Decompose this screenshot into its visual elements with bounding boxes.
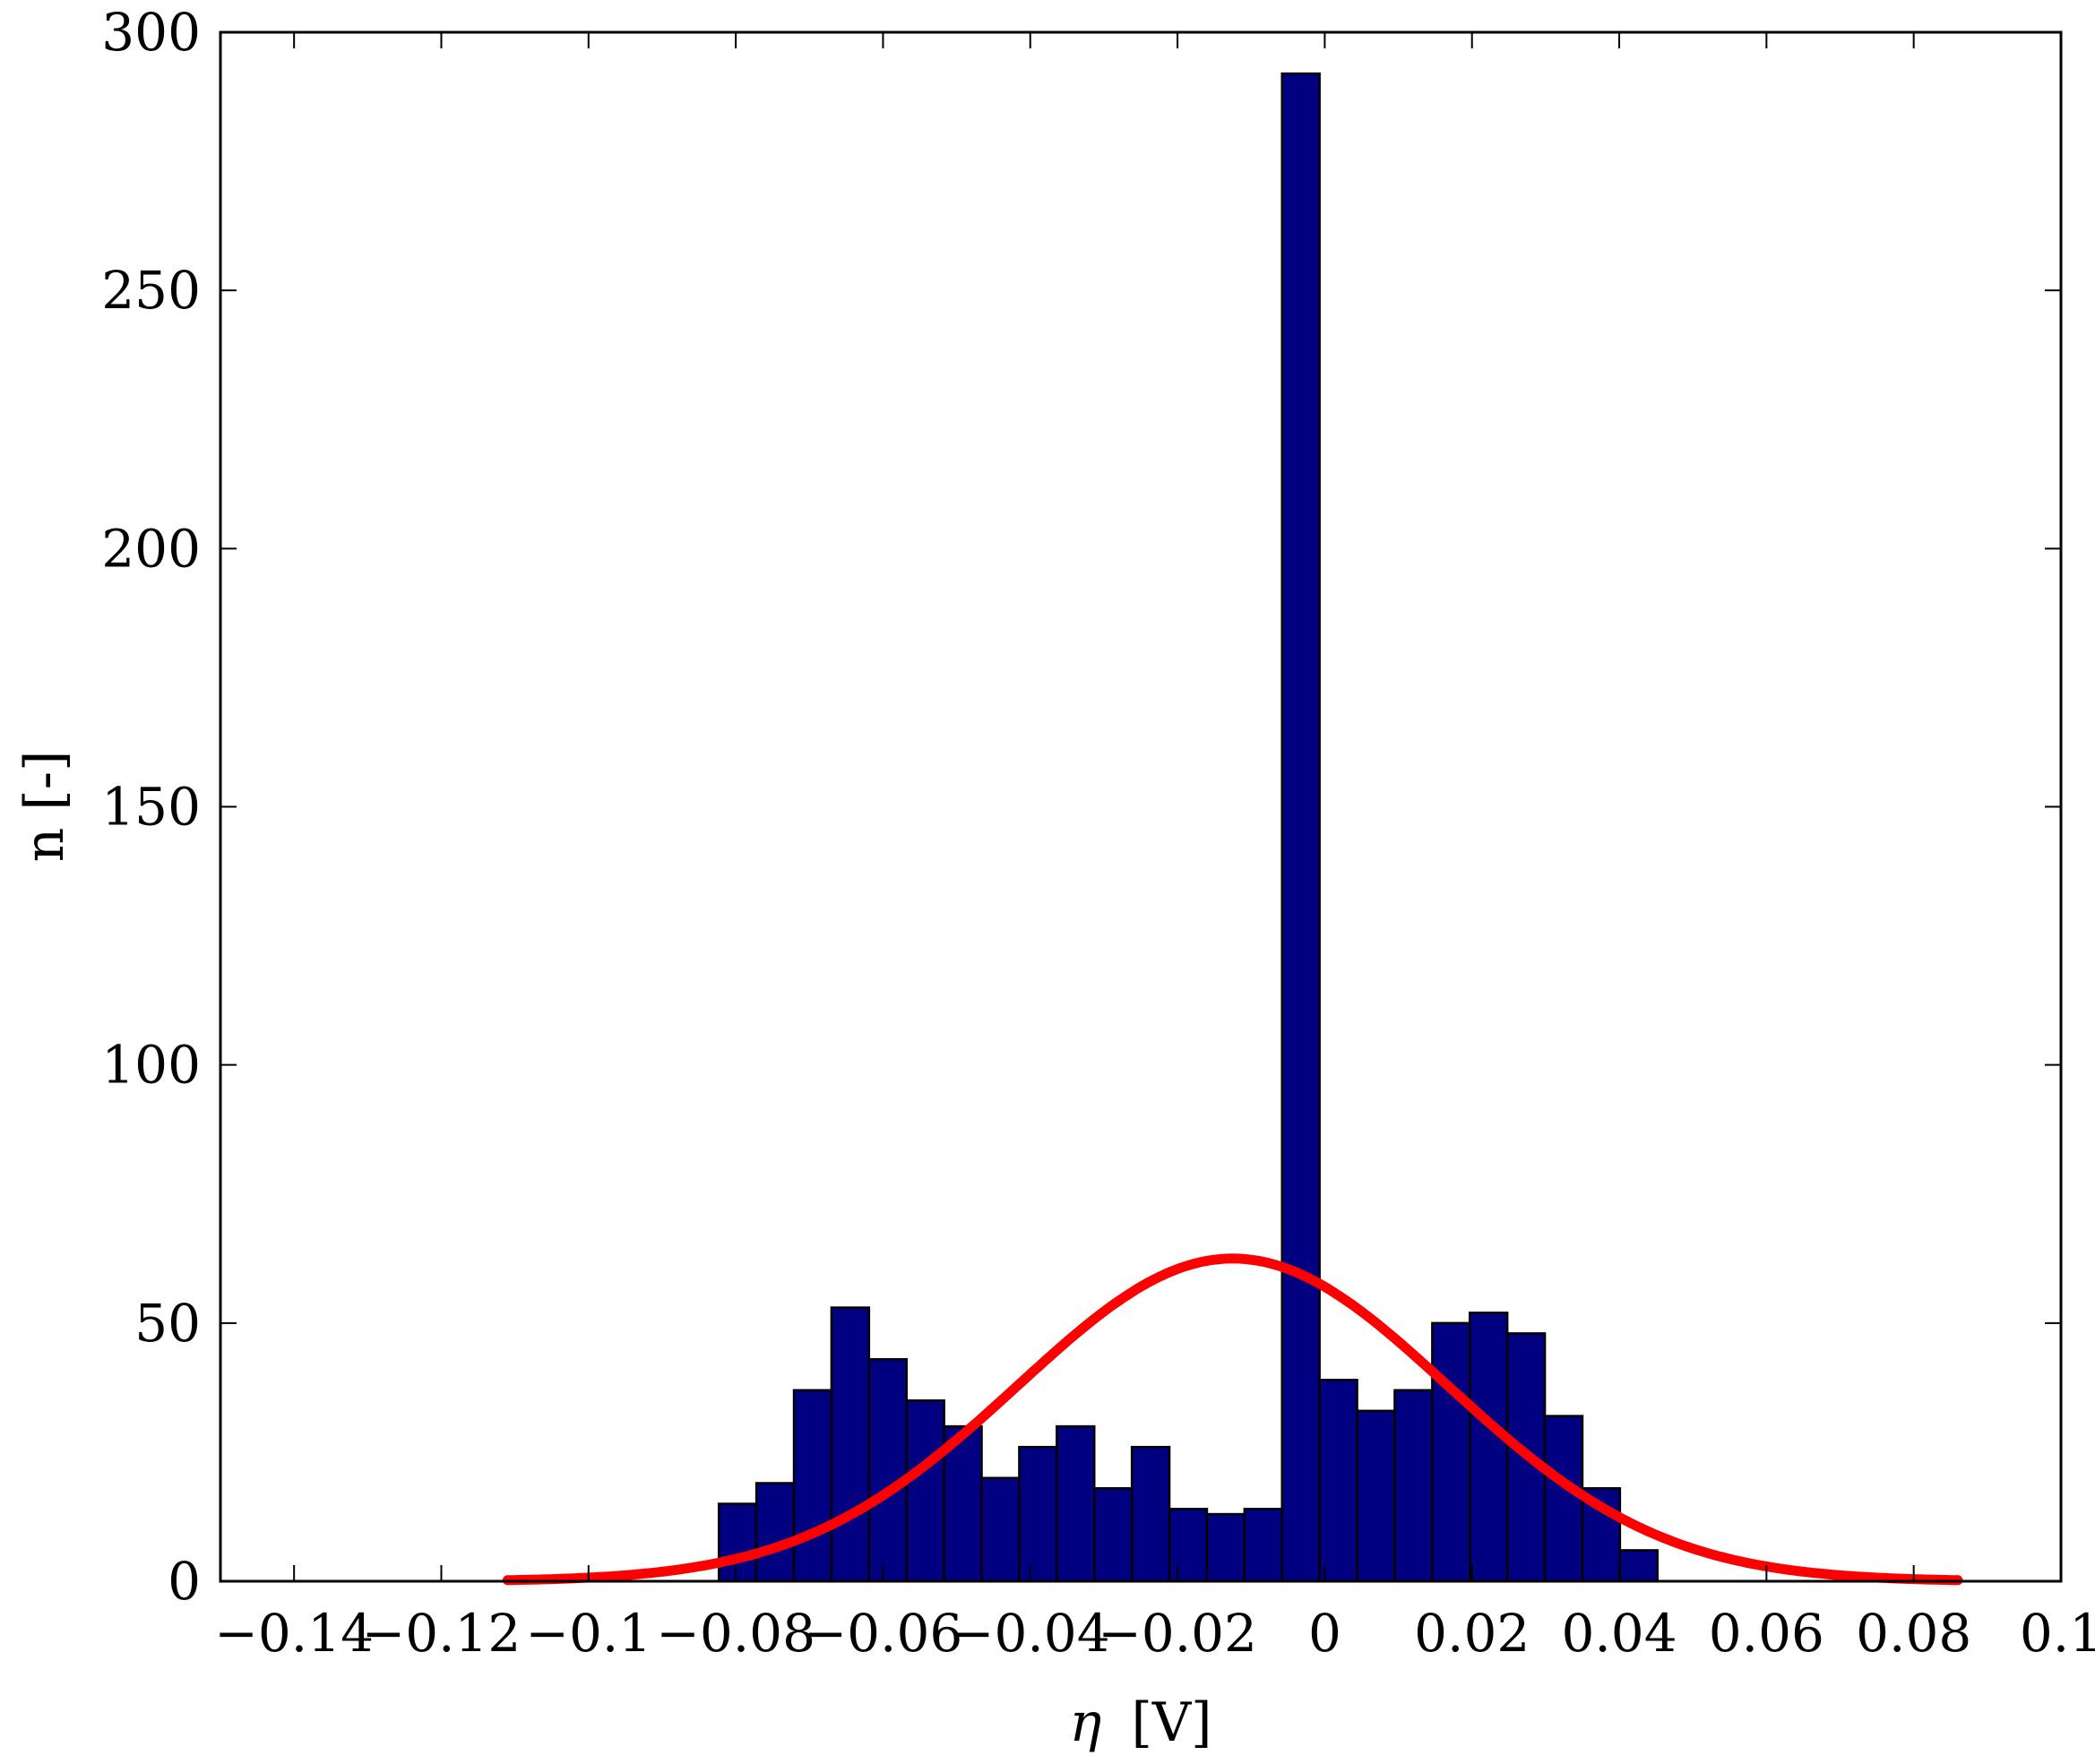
histogram-bar — [717, 1502, 758, 1583]
y-tick-label: 0 — [168, 1551, 201, 1612]
histogram-bar — [1168, 1508, 1209, 1583]
plot-frame — [219, 30, 2063, 1583]
y-tick-label: 50 — [134, 1293, 201, 1354]
histogram-bar — [1243, 1508, 1283, 1583]
x-tick-label: 0.1 — [2020, 1603, 2095, 1664]
histogram-bar — [1469, 1312, 1509, 1583]
y-tick-label: 100 — [101, 1035, 201, 1096]
histogram-bar — [867, 1357, 908, 1583]
x-tick-label: 0.08 — [1856, 1603, 1971, 1664]
axis-ticks — [220, 31, 2062, 1582]
histogram-bar — [1393, 1389, 1434, 1583]
x-tick-label: 0.06 — [1709, 1603, 1824, 1664]
y-tick-label: 300 — [101, 2, 201, 63]
fit-curve-line — [502, 1253, 1963, 1586]
fit-curve-layer — [502, 1253, 1963, 1586]
y-tick-label: 200 — [101, 518, 201, 579]
x-tick-label: −0.02 — [1098, 1603, 1257, 1664]
x-tick-label: −0.14 — [214, 1603, 374, 1664]
histogram-bar — [1130, 1445, 1171, 1583]
x-tick-label: −0.12 — [362, 1603, 522, 1664]
histogram-bar — [1205, 1512, 1246, 1583]
x-tick-labels: −0.14−0.12 −0.1 −0.08−0.06−0.04−0.02 0 0.02 0… — [214, 1603, 2095, 1664]
x-tick-label: −0.1 — [525, 1603, 651, 1664]
histogram-bar — [905, 1399, 945, 1583]
histogram-bar — [1543, 1415, 1584, 1583]
y-tick-label: 150 — [101, 777, 201, 838]
histogram-bars — [717, 72, 1660, 1583]
histogram-bar — [1092, 1487, 1134, 1583]
histogram-bar — [830, 1306, 871, 1583]
histogram-bar — [1318, 1378, 1358, 1583]
y-axis-title: n [-] — [13, 751, 76, 863]
histogram-bar — [943, 1424, 983, 1583]
histogram-bar — [1618, 1549, 1660, 1583]
histogram-bar — [754, 1482, 796, 1583]
histogram-bar — [1018, 1445, 1058, 1583]
x-tick-label: −0.06 — [804, 1603, 963, 1664]
y-tick-label: 250 — [101, 260, 201, 321]
x-tick-label: 0.04 — [1561, 1603, 1677, 1664]
y-tick-labels: 0 50 100 150 200 250 300 — [101, 2, 201, 1612]
x-axis-symbol: η — [1069, 1691, 1101, 1754]
histogram-bar — [1356, 1409, 1396, 1583]
histogram-bar — [792, 1389, 833, 1583]
x-tick-label: 0 — [1308, 1603, 1341, 1664]
histogram-bar — [1280, 72, 1321, 1583]
x-axis-unit: [V] — [1131, 1691, 1211, 1754]
histogram-bar — [980, 1476, 1021, 1583]
histogram-bar — [1056, 1424, 1096, 1583]
x-tick-label: 0.02 — [1414, 1603, 1530, 1664]
x-axis-title: η [V] — [1069, 1691, 1211, 1754]
x-tick-label: −0.04 — [951, 1603, 1110, 1664]
x-tick-label: −0.08 — [656, 1603, 815, 1664]
histogram-bar — [1431, 1321, 1471, 1583]
